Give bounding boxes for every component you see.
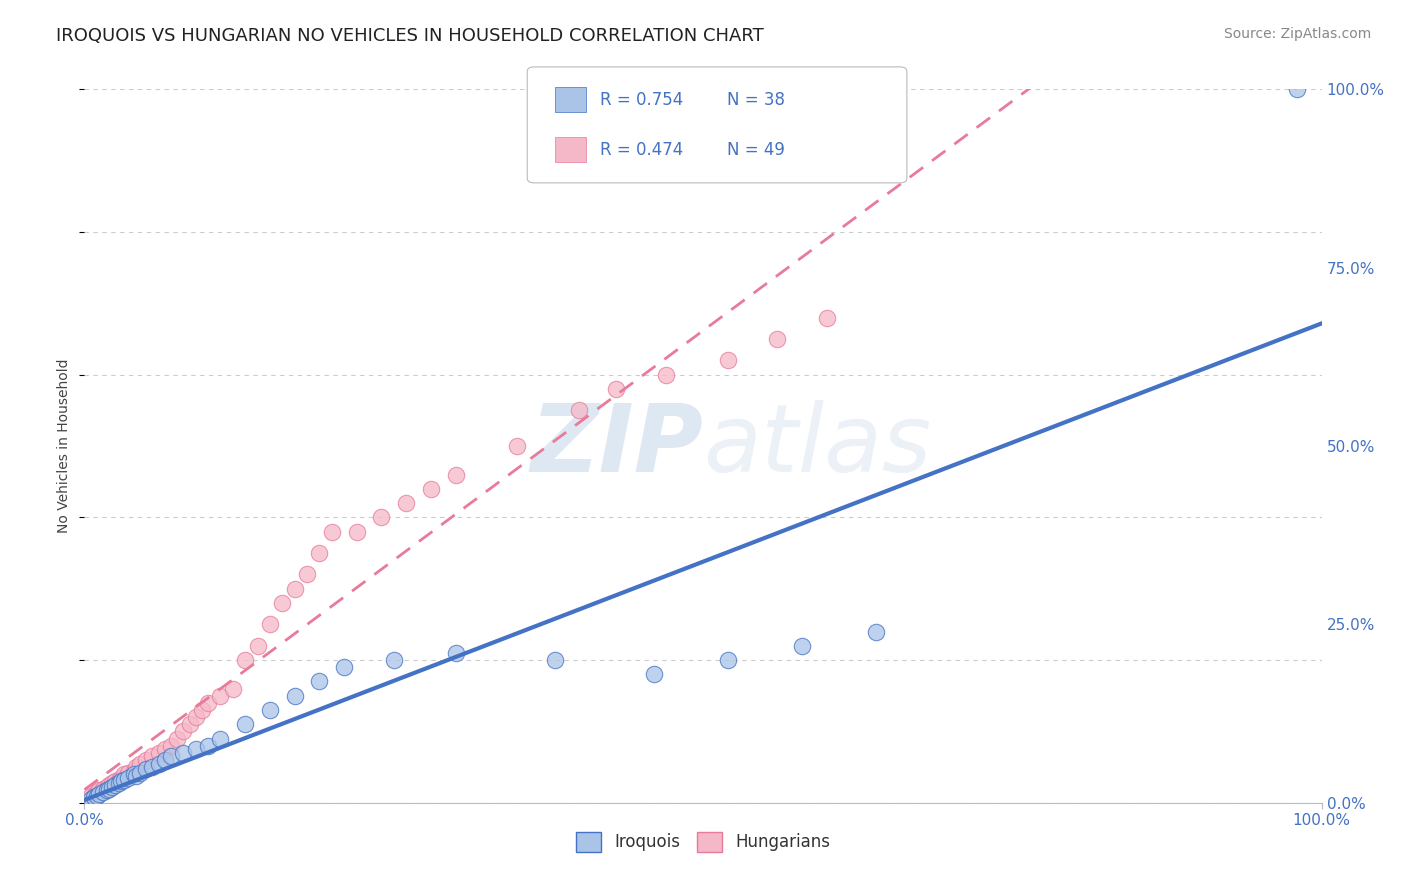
- Point: [506, 439, 529, 453]
- Point: [233, 717, 256, 731]
- Point: [172, 746, 194, 760]
- Point: [790, 639, 813, 653]
- Point: [160, 739, 183, 753]
- Point: [197, 739, 219, 753]
- Point: [172, 724, 194, 739]
- Point: [83, 789, 105, 803]
- Point: [153, 742, 176, 756]
- Point: [122, 767, 145, 781]
- Point: [395, 496, 418, 510]
- Point: [91, 781, 114, 796]
- Point: [108, 772, 131, 787]
- Point: [91, 785, 114, 799]
- Point: [129, 756, 152, 771]
- Point: [184, 710, 207, 724]
- Point: [815, 310, 838, 325]
- Point: [125, 760, 148, 774]
- Point: [259, 703, 281, 717]
- Point: [148, 746, 170, 760]
- Point: [86, 785, 108, 799]
- Text: atlas: atlas: [703, 401, 931, 491]
- Point: [79, 792, 101, 806]
- Point: [209, 731, 232, 746]
- Point: [100, 776, 122, 790]
- Point: [865, 624, 887, 639]
- Point: [444, 646, 467, 660]
- Point: [141, 749, 163, 764]
- Point: [148, 756, 170, 771]
- Point: [284, 689, 307, 703]
- Point: [308, 546, 330, 560]
- Point: [419, 482, 441, 496]
- Point: [153, 753, 176, 767]
- Point: [284, 582, 307, 596]
- Point: [83, 790, 105, 805]
- Point: [1285, 82, 1308, 96]
- Point: [166, 731, 188, 746]
- Point: [89, 783, 111, 797]
- Point: [179, 717, 201, 731]
- Point: [98, 781, 121, 796]
- Text: N = 38: N = 38: [727, 91, 785, 109]
- Point: [96, 783, 118, 797]
- Point: [271, 596, 294, 610]
- Point: [209, 689, 232, 703]
- Point: [717, 353, 740, 368]
- Text: Source: ZipAtlas.com: Source: ZipAtlas.com: [1223, 27, 1371, 41]
- Point: [86, 789, 108, 803]
- Text: N = 49: N = 49: [727, 141, 785, 159]
- Point: [655, 368, 678, 382]
- Legend: Iroquois, Hungarians: Iroquois, Hungarians: [569, 825, 837, 859]
- Point: [233, 653, 256, 667]
- Point: [79, 789, 101, 803]
- Point: [89, 787, 111, 801]
- Point: [112, 767, 135, 781]
- Text: ZIP: ZIP: [530, 400, 703, 492]
- Point: [110, 774, 132, 789]
- Point: [160, 749, 183, 764]
- Point: [104, 778, 127, 792]
- Point: [141, 760, 163, 774]
- Point: [605, 382, 627, 396]
- Point: [100, 780, 122, 794]
- Point: [295, 567, 318, 582]
- Point: [191, 703, 214, 717]
- Point: [643, 667, 665, 681]
- Point: [246, 639, 269, 653]
- Text: R = 0.754: R = 0.754: [600, 91, 683, 109]
- Point: [197, 696, 219, 710]
- Point: [96, 780, 118, 794]
- Point: [717, 653, 740, 667]
- Point: [98, 778, 121, 792]
- Point: [112, 772, 135, 787]
- Point: [135, 753, 157, 767]
- Point: [444, 467, 467, 482]
- Point: [222, 681, 245, 696]
- Point: [122, 764, 145, 778]
- Point: [104, 774, 127, 789]
- Y-axis label: No Vehicles in Household: No Vehicles in Household: [58, 359, 72, 533]
- Point: [125, 769, 148, 783]
- Point: [382, 653, 405, 667]
- Point: [108, 776, 131, 790]
- Point: [117, 765, 139, 780]
- Point: [259, 617, 281, 632]
- Point: [346, 524, 368, 539]
- Text: R = 0.474: R = 0.474: [600, 141, 683, 159]
- Point: [117, 771, 139, 785]
- Point: [135, 762, 157, 776]
- Text: IROQUOIS VS HUNGARIAN NO VEHICLES IN HOUSEHOLD CORRELATION CHART: IROQUOIS VS HUNGARIAN NO VEHICLES IN HOU…: [56, 27, 763, 45]
- Point: [110, 771, 132, 785]
- Point: [321, 524, 343, 539]
- Point: [184, 742, 207, 756]
- Point: [766, 332, 789, 346]
- Point: [333, 660, 356, 674]
- Point: [543, 653, 565, 667]
- Point: [129, 765, 152, 780]
- Point: [308, 674, 330, 689]
- Point: [568, 403, 591, 417]
- Point: [370, 510, 392, 524]
